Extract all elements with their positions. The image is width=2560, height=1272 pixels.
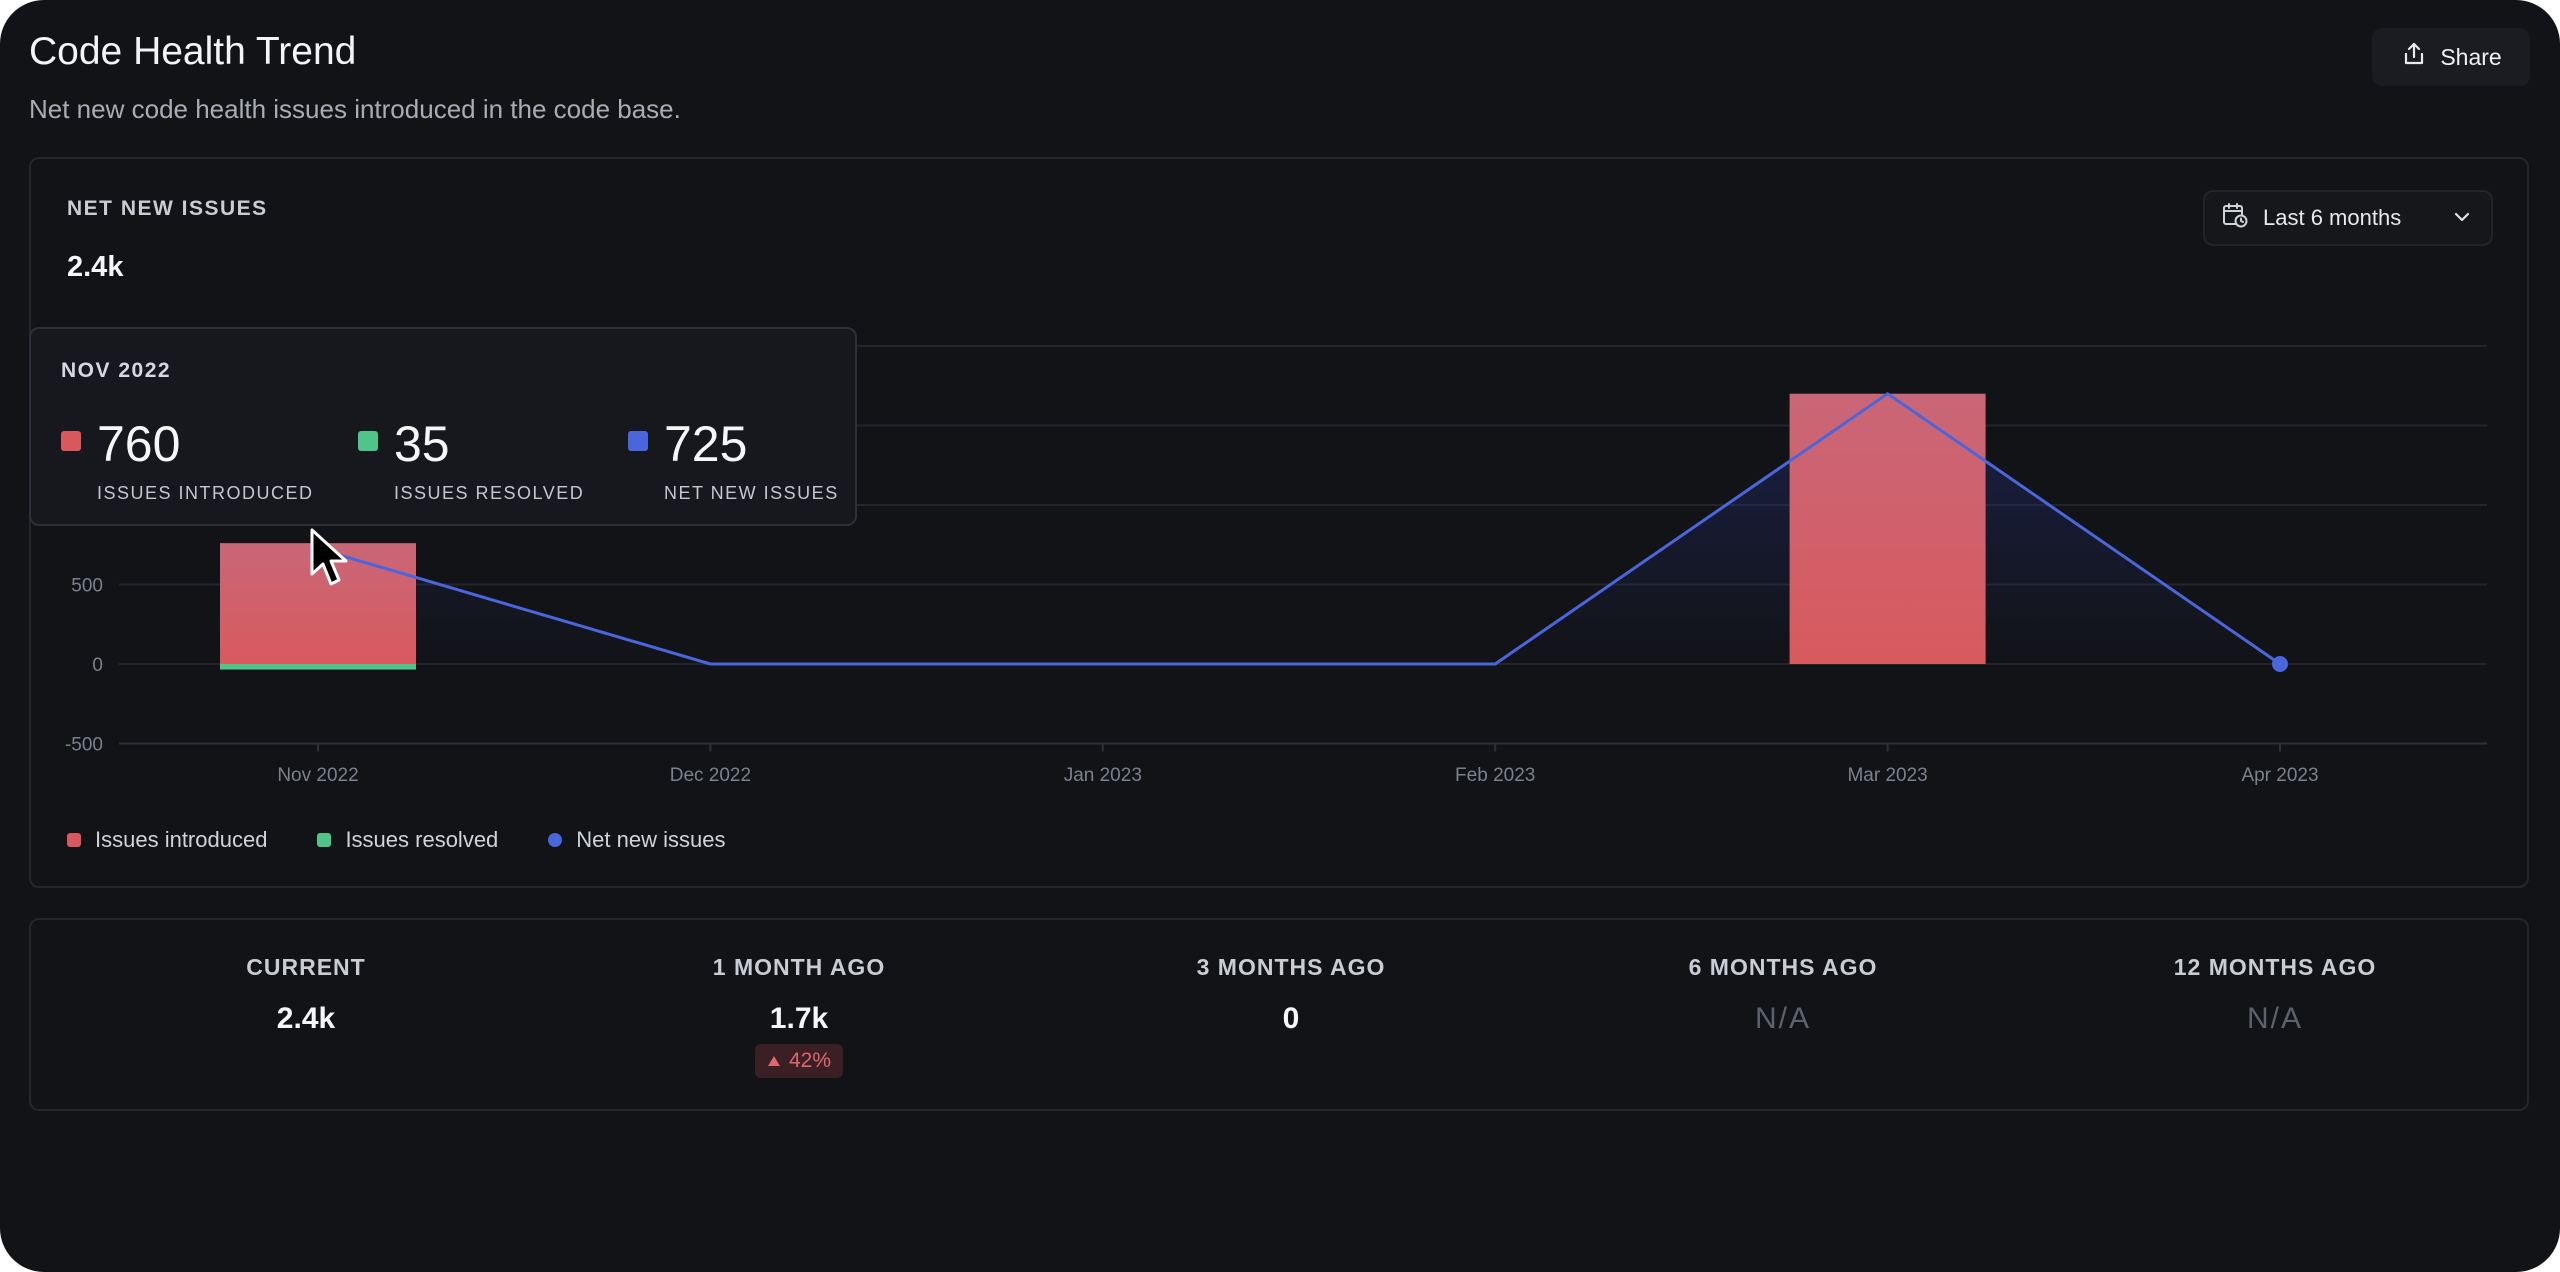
legend-swatch [548,833,563,847]
x-tick-label: Apr 2023 [2241,765,2318,786]
tooltip-label: ISSUES RESOLVED [394,483,585,503]
page-subtitle: Net new code health issues introduced in… [29,94,681,124]
legend-label: Issues introduced [95,827,268,852]
date-range-select[interactable]: Last 6 months [2203,190,2493,246]
change-value: 42% [788,1049,832,1072]
stat-value: N/A [2246,1002,2303,1035]
y-tick-label: 0 [92,655,103,676]
stat-label: 1 MONTH AGO [712,954,886,980]
stats-summary: CURRENT 2.4k 1 MONTH AGO 1.7k 42% 3 MONT… [29,918,2529,1111]
chart-plot: -500 0 500 Nov 2022 Dec 2022 Jan 2023 Feb 2023… [65,345,2487,786]
x-tick-label: Mar 2023 [1847,765,1927,786]
legend-label: Net new issues [576,827,726,852]
stat-label: 3 MONTHS AGO [1196,954,1386,980]
share-button[interactable]: Share [2372,28,2530,86]
calendar-clock-icon [2221,201,2249,235]
triangle-up-icon [767,1056,780,1066]
chevron-down-icon [2451,206,2473,234]
tooltip-swatch [358,431,378,451]
chart-tooltip: NOV 2022 760 ISSUES INTRODUCED 35 ISSUES… [29,327,857,526]
legend-item-issues-introduced[interactable]: Issues introduced [67,827,267,853]
metric-label: NET NEW ISSUES [67,197,268,220]
tooltip-swatch [61,431,81,451]
stat-value: 2.4k [276,1002,336,1035]
tooltip-month: NOV 2022 [61,359,172,382]
bar-issues-resolved [220,664,416,670]
stat-12-months-ago: 12 MONTHS AGO N/A [2029,920,2521,1110]
stat-value: N/A [1754,1002,1811,1035]
stat-label: 6 MONTHS AGO [1688,954,1878,980]
tooltip-swatch [628,431,648,451]
date-range-label: Last 6 months [2263,205,2402,230]
page-title: Code Health Trend [29,30,357,73]
stat-label: CURRENT [246,954,366,980]
chart-legend: Issues introduced Issues resolved Net ne… [67,827,725,853]
net-issues-point [2272,656,2288,672]
stat-value: 0 [1282,1002,1300,1035]
stat-3-months-ago: 3 MONTHS AGO 0 [1045,920,1537,1110]
y-tick-label: -500 [65,735,103,756]
share-icon [2400,40,2428,74]
x-tick-label: Jan 2023 [1064,765,1142,786]
stat-value: 1.7k [769,1002,829,1035]
chart-card: NET NEW ISSUES 2.4k Last 6 months -500 0 5… [29,157,2529,888]
tooltip-label: NET NEW ISSUES [664,483,839,503]
tooltip-value: 725 [664,416,748,472]
stat-label: 12 MONTHS AGO [2173,954,2377,980]
mouse-pointer-icon [310,528,348,586]
stat-1-month-ago: 1 MONTH AGO 1.7k 42% [553,920,1045,1110]
line-net-new-issues [317,392,2281,666]
share-label: Share [2440,43,2502,70]
legend-label: Issues resolved [345,827,499,852]
stat-current: CURRENT 2.4k [60,920,552,1110]
change-badge: 42% [754,1044,844,1078]
x-tick-label: Feb 2023 [1455,765,1535,786]
y-tick-label: 500 [71,576,103,597]
legend-item-net-new-issues[interactable]: Net new issues [548,827,725,853]
x-tick-label: Nov 2022 [277,765,358,786]
tooltip-label: ISSUES INTRODUCED [97,483,314,503]
legend-swatch [67,833,81,847]
legend-item-issues-resolved[interactable]: Issues resolved [317,827,498,853]
bar-issues-introduced [1789,393,1986,664]
tooltip-value: 35 [394,416,450,472]
x-tick-label: Dec 2022 [670,765,751,786]
legend-swatch [317,833,332,847]
stat-6-months-ago: 6 MONTHS AGO N/A [1537,920,2029,1110]
tooltip-value: 760 [97,416,181,472]
metric-value: 2.4k [67,251,124,283]
